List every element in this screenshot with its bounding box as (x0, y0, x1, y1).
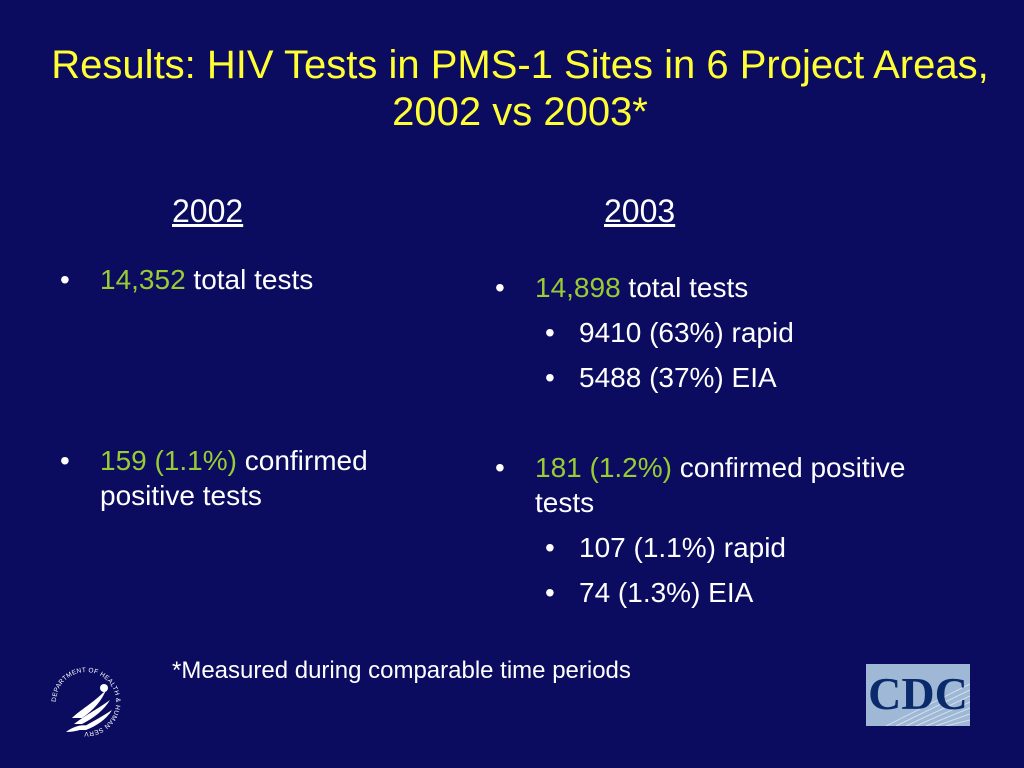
bullet-dot: • (60, 445, 70, 476)
slide-title: Results: HIV Tests in PMS-1 Sites in 6 P… (51, 43, 989, 134)
eia-tests-2003: 5488 (37%) EIA (579, 362, 777, 393)
positive-rapid-2003: 107 (1.1%) rapid (579, 532, 787, 563)
bullet-dot: • (495, 452, 505, 483)
positive-eia-2003: 74 (1.3%) EIA (579, 577, 754, 608)
rapid-tests-2003: 9410 (63%) rapid (579, 317, 794, 348)
sub-bullet-positive-rapid-2003: • 107 (1.1%) rapid (535, 530, 915, 565)
column-2002: • 14,352 total tests (60, 262, 460, 297)
bullet-dot: • (60, 264, 70, 295)
column-2003: • 14,898 total tests • 9410 (63%) rapid … (495, 270, 915, 395)
total-tests-label-2002: total tests (185, 264, 314, 295)
sub-bullet-eia-2003: • 5488 (37%) EIA (535, 360, 915, 395)
cdc-logo-lines-icon (885, 683, 970, 726)
footnote: *Measured during comparable time periods (172, 657, 631, 684)
column-2003-positives: • 181 (1.2%) confirmed positive tests • … (495, 450, 915, 610)
sub-bullet-dot: • (545, 317, 555, 348)
sub-bullet-dot: • (545, 532, 555, 563)
bullet-dot: • (495, 272, 505, 303)
cdc-logo: CDC (866, 664, 970, 726)
bullet-total-tests-2003: • 14,898 total tests (495, 270, 915, 305)
sub-bullet-dot: • (545, 577, 555, 608)
heading-2003: 2003 (604, 193, 676, 229)
column-2002-positives: • 159 (1.1%) confirmed positive tests (60, 443, 460, 513)
bullet-positive-tests-2003: • 181 (1.2%) confirmed positive tests (495, 450, 915, 520)
hhs-eagle-logo-icon: DEPARTMENT OF HEALTH & HUMAN SERVICES · … (44, 660, 121, 737)
positive-tests-label-2002: confirmed positive tests (100, 445, 368, 511)
positive-tests-value-2002: 159 (1.1%) (100, 445, 237, 476)
bullet-positive-tests-2002: • 159 (1.1%) confirmed positive tests (60, 443, 460, 513)
positive-tests-value-2003: 181 (1.2%) (535, 452, 672, 483)
sub-bullet-dot: • (545, 362, 555, 393)
sub-bullet-positive-eia-2003: • 74 (1.3%) EIA (535, 575, 915, 610)
sub-bullet-rapid-2003: • 9410 (63%) rapid (535, 315, 915, 350)
heading-2002: 2002 (172, 193, 244, 229)
total-tests-value-2002: 14,352 (100, 264, 186, 295)
bullet-total-tests-2002: • 14,352 total tests (60, 262, 460, 297)
cdc-logo-text: CDC (868, 668, 968, 719)
total-tests-value-2003: 14,898 (535, 272, 621, 303)
total-tests-label-2003: total tests (620, 272, 749, 303)
positive-tests-label-2003: confirmed positive tests (535, 452, 906, 518)
